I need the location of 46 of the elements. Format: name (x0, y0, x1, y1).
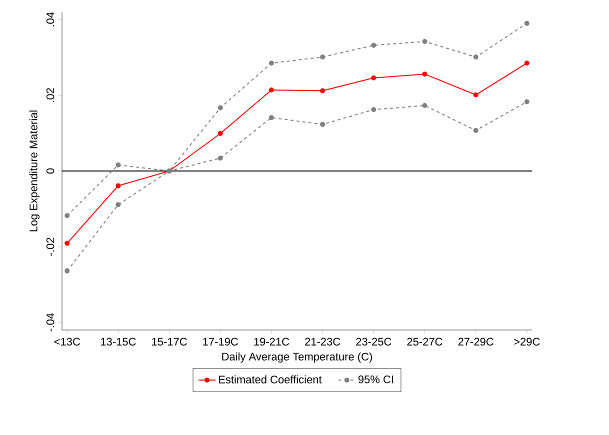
x-tick-label: 19-21C (254, 338, 290, 346)
point (320, 88, 326, 94)
y-tick-label: .02 (46, 88, 54, 102)
point (268, 87, 274, 92)
y-tick-label: -.02 (46, 238, 54, 256)
x-tick-label: 13-15C (100, 338, 136, 346)
point (473, 92, 478, 98)
y-tick-label: .04 (46, 12, 54, 26)
point (320, 54, 326, 60)
point (524, 60, 530, 66)
point (422, 102, 428, 108)
point (371, 75, 376, 80)
point (116, 202, 121, 208)
x-axis-title: Daily Average Temperature (C) (222, 352, 372, 363)
point (473, 128, 478, 133)
x-tick-label: 23-25C (356, 338, 392, 346)
point (64, 240, 70, 246)
legend-label: Estimated Coefficient (219, 375, 322, 384)
x-tick-label: 15-17C (152, 338, 187, 346)
x-tick-label: 25-27C (407, 338, 442, 346)
x-tick-label: 27-29C (458, 338, 494, 346)
point (320, 122, 326, 127)
point (473, 54, 478, 60)
point (371, 42, 376, 48)
y-axis-title: Log Expenditure Material (29, 110, 40, 232)
point (218, 131, 223, 136)
point (422, 39, 428, 44)
point (524, 20, 530, 26)
point (64, 268, 70, 274)
x-tick-label: 17-19C (203, 338, 238, 346)
point (64, 213, 70, 218)
point (268, 115, 274, 120)
y-tick-label: -.04 (46, 313, 54, 332)
point (371, 107, 376, 112)
legend-label: 95% CI (358, 376, 393, 384)
point (116, 183, 121, 188)
point (218, 156, 223, 161)
x-tick-label: 21-23C (305, 338, 340, 346)
x-tick-label: >29C (514, 338, 540, 346)
point (218, 105, 223, 110)
point (268, 60, 274, 66)
point (422, 72, 428, 77)
point (524, 99, 530, 104)
x-tick-label: <13C (54, 338, 80, 346)
y-tick-label: 0 (46, 168, 54, 174)
point (116, 162, 121, 168)
